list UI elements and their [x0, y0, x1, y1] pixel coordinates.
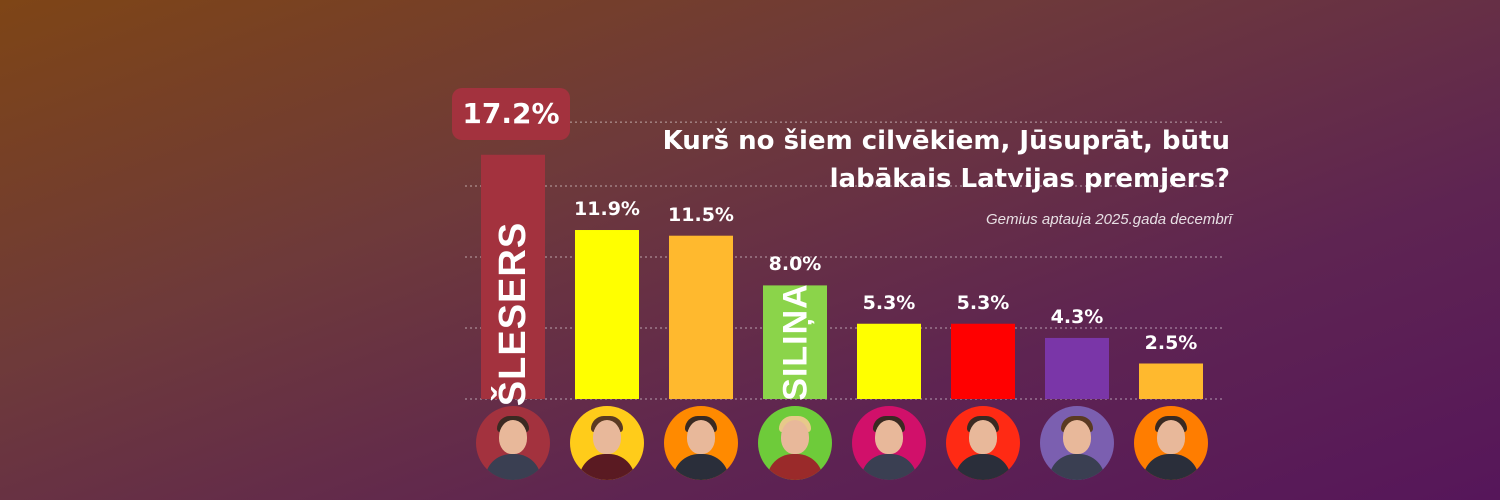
person-icon	[570, 406, 644, 480]
bar-1	[481, 154, 545, 399]
value-label-highlight: 17.2%	[452, 88, 570, 140]
chart-subtitle: Gemius aptauja 2025.gada decembrī	[986, 211, 1232, 228]
value-label: 11.9%	[574, 198, 640, 221]
bar-5	[857, 323, 921, 399]
bar-7	[1045, 337, 1109, 399]
bar-4	[763, 285, 827, 399]
value-label: 2.5%	[1144, 331, 1198, 354]
value-label: 4.3%	[1050, 305, 1104, 328]
bar-name-label: SILIŅA	[776, 283, 815, 401]
person-icon	[1040, 406, 1114, 480]
person-icon	[758, 406, 832, 480]
value-label: 8.0%	[768, 253, 822, 276]
bar-2	[575, 230, 639, 399]
person-icon	[852, 406, 926, 480]
person-icon	[664, 406, 738, 480]
bar-name-label: ŠLESERS	[492, 221, 535, 407]
bar-3	[669, 235, 733, 399]
person-icon	[1134, 406, 1208, 480]
value-label: 5.3%	[956, 291, 1010, 314]
value-label: 5.3%	[862, 291, 916, 314]
bar-6	[951, 323, 1015, 399]
person-icon	[476, 406, 550, 480]
chart-title: Kurš no šiem cilvēkiem, Jūsuprāt, būtu l…	[662, 126, 1230, 194]
bar-8	[1139, 363, 1203, 399]
value-label: 11.5%	[668, 203, 734, 226]
person-icon	[946, 406, 1020, 480]
